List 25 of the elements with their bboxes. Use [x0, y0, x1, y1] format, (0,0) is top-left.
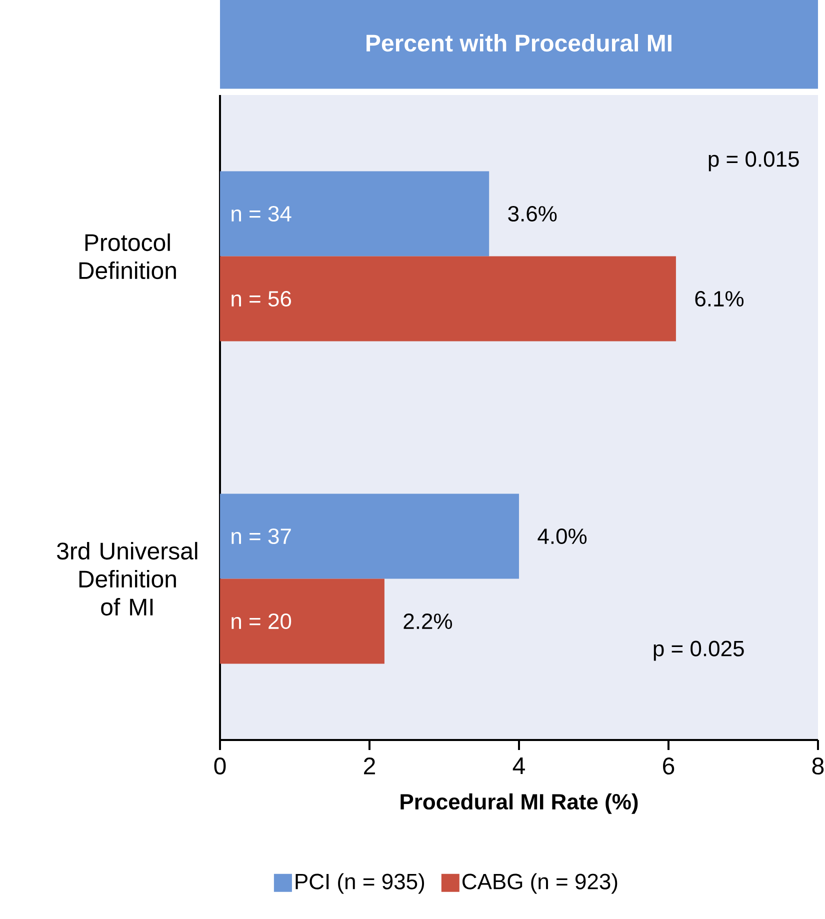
chart-title: Percent with Procedural MI: [366, 34, 672, 52]
legend-label: CABG (n = 923): [462, 873, 618, 894]
annotation: n = 56: [232, 290, 291, 307]
bar: [220, 578, 384, 664]
annotation: p = 0.025: [654, 640, 744, 661]
x-axis-title: Procedural MI Rate (%): [400, 793, 638, 814]
bar: [220, 171, 490, 256]
data-label: 4.0%: [538, 528, 587, 544]
y-tick-label: 3rd Universal Definition of MI: [57, 542, 198, 616]
x-tick-label: 6: [663, 758, 674, 775]
x-tick-label: 2: [364, 758, 375, 774]
annotation: n = 20: [232, 613, 292, 630]
x-tick-label: 0: [214, 758, 226, 775]
y-tick-label: Protocol Definition: [79, 233, 176, 280]
annotation: n = 34: [232, 206, 292, 222]
annotation: n = 37: [232, 528, 291, 544]
x-tick-label: 8: [812, 758, 824, 775]
legend-label: PCI (n = 935): [296, 873, 424, 894]
annotation: p = 0.015: [708, 151, 799, 172]
bar: [220, 256, 676, 342]
data-label: 2.2%: [404, 614, 452, 629]
data-label: 3.6%: [508, 206, 557, 222]
bar: [220, 494, 519, 579]
x-tick-label: 4: [512, 758, 525, 774]
data-label: 6.1%: [695, 290, 744, 307]
